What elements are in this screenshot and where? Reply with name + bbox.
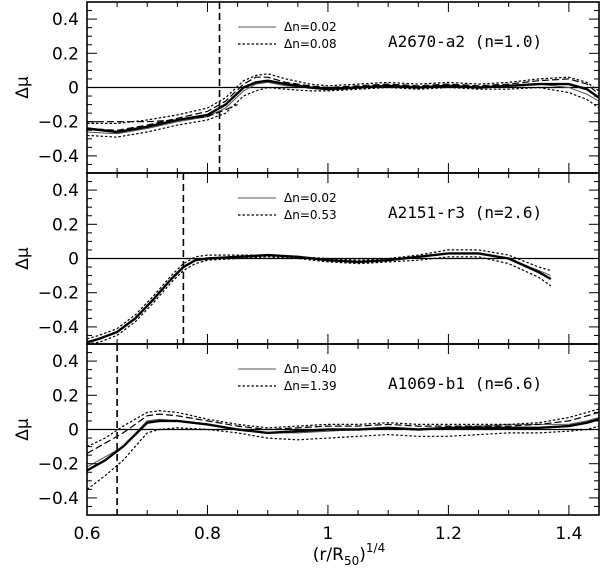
y-tick-label: 0.4 [52,352,79,372]
legend-label: Δn=1.39 [284,379,337,393]
series-line-2 [87,249,551,340]
y-tick-label: 0.4 [52,181,79,201]
y-tick-label: 0.4 [52,10,79,30]
y-axis-label: Δμ [13,76,33,99]
x-tick-label: 0.6 [73,524,100,544]
series-line-2 [87,408,599,448]
x-axis-label: (r/R50)1/4 [313,541,385,568]
legend-label: Δn=0.40 [284,362,337,376]
x-tick-label: 0.8 [194,524,221,544]
x-tick-label: 1.2 [435,524,462,544]
series-line-4 [87,411,599,454]
y-tick-label: −0.2 [38,455,79,475]
y-tick-label: −0.2 [38,113,79,133]
panel-2: −0.4 −0.2 0 0.2 0.4 Δμ Δn=0.02 Δn=0.53 A2151-r3 … [13,172,600,345]
y-tick-label: 0.2 [52,386,79,406]
series-line-6 [87,104,238,123]
series-line-5 [87,79,599,134]
series-line-3 [87,86,599,138]
y-tick-label: 0 [68,250,79,270]
y-tick-label: −0.2 [38,284,79,304]
y-axis-label: Δμ [13,247,33,270]
panel-label: A2151-r3 (n=2.6) [388,203,542,222]
x-tick-label: 1 [323,524,334,544]
legend-label: Δn=0.08 [284,37,337,51]
y-tick-label: 0 [68,421,79,441]
series-line-4 [87,73,599,124]
series-line-1 [87,252,551,343]
series-line-5 [87,418,599,472]
y-tick-label: 0.2 [52,215,79,235]
y-axis-label: Δμ [13,418,33,441]
series-line-2 [87,76,599,131]
y-tick-label: −0.4 [38,489,79,509]
panel-1: −0.4 −0.2 0 0.2 0.4 Δμ Δn=0.02 Δn=0.08 A2670-a2 … [13,1,600,174]
y-tick-label: −0.4 [38,147,79,167]
legend-label: Δn=0.02 [284,191,337,205]
legend-label: Δn=0.53 [284,208,337,222]
y-tick-label: 0.2 [52,44,79,64]
legend-label: Δn=0.02 [284,20,337,34]
y-tick-label: 0 [68,79,79,99]
y-tick-label: −0.4 [38,318,79,338]
series-line-3 [87,425,599,490]
series-line-3 [87,256,552,344]
panel-3: −0.4 −0.2 0 0.2 0.4 Δμ Δn=0.40 Δn=1.39 A1069-b1 … [13,343,600,516]
panel-label: A1069-b1 (n=6.6) [388,374,542,393]
series-line-4 [87,252,552,344]
x-tick-label: 1.4 [555,524,582,544]
panel-label: A2670-a2 (n=1.0) [388,32,542,51]
